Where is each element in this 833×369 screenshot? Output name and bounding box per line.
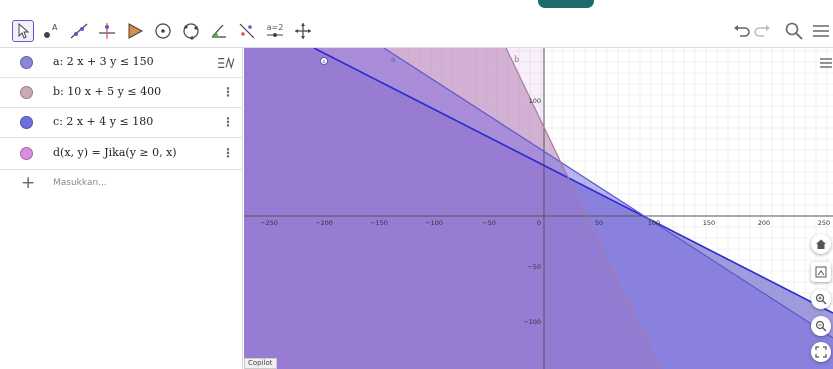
algebra-item-a[interactable]: a: 2 x + 3 y ≤ 150	[0, 48, 243, 78]
line-c	[383, 48, 833, 339]
visibility-toggle[interactable]	[20, 147, 33, 160]
home-button[interactable]	[811, 234, 831, 254]
x-tick-label: −150	[370, 219, 388, 227]
algebra-item-c[interactable]: c: 2 x + 4 y ≤ 180 ⋮	[0, 108, 243, 138]
y-tick-label: −50	[527, 263, 541, 271]
circle-center-tool[interactable]	[152, 20, 174, 42]
algebra-item-label: a: 2 x + 3 y ≤ 150	[53, 55, 154, 68]
move-graphics-icon	[295, 23, 311, 39]
label-c-marker	[320, 57, 328, 65]
more-options-icon[interactable]: ⋮	[222, 85, 234, 99]
x-tick-label: −50	[482, 219, 496, 227]
reflect-icon	[239, 23, 255, 39]
move-graphics-tool[interactable]	[292, 20, 314, 42]
zoom-out-button[interactable]	[811, 316, 831, 336]
y-tick-label: 100	[529, 97, 541, 105]
circle-three-points-icon	[183, 23, 199, 40]
x-tick-labels: −250 −200 −150 −100 −50 0 50 100 150 200 250	[260, 219, 830, 227]
hamburger-icon	[813, 25, 829, 37]
x-tick-label: −100	[425, 219, 443, 227]
algebra-view-icon	[218, 56, 235, 70]
visibility-toggle[interactable]	[20, 116, 33, 129]
circle-three-points-tool[interactable]	[180, 20, 202, 42]
add-icon: +	[21, 173, 36, 193]
object-label-b: b	[514, 55, 519, 64]
angle-tool[interactable]	[208, 20, 230, 42]
visibility-toggle[interactable]	[20, 86, 33, 99]
algebra-view: a: 2 x + 3 y ≤ 150 b: 10 x + 5 y ≤ 400 ⋮…	[0, 48, 243, 369]
search-icon	[785, 22, 803, 40]
visibility-toggle[interactable]	[20, 56, 33, 69]
home-icon	[816, 239, 826, 249]
graphics-view[interactable]: −250 −200 −150 −100 −50 0 50 100 150 200 250 100 −5…	[244, 48, 833, 369]
point-icon: A	[44, 23, 58, 38]
fullscreen-icon	[815, 346, 827, 358]
x-tick-label: 150	[703, 219, 715, 227]
circle-center-icon	[155, 23, 171, 39]
algebra-item-label: d(x, y) = Jika(y ≥ 0, x)	[53, 146, 177, 159]
more-options-icon[interactable]: ⋮	[222, 146, 234, 160]
x-tick-label: 0	[537, 219, 541, 227]
top-header-pill	[538, 0, 594, 8]
graphics-settings-button[interactable]	[811, 262, 831, 282]
x-tick-label: 100	[648, 219, 660, 227]
fullscreen-button[interactable]	[811, 342, 831, 362]
algebra-input-placeholder[interactable]: Masukkan...	[53, 178, 107, 188]
copilot-button[interactable]: Copilot	[244, 358, 277, 369]
arrow-pointer-icon	[18, 22, 30, 39]
point-tool[interactable]: A	[40, 20, 62, 42]
move-tool[interactable]	[12, 20, 34, 42]
undo-button[interactable]	[730, 20, 752, 42]
more-options-icon[interactable]: ⋮	[222, 115, 234, 129]
x-tick-label: 250	[818, 219, 830, 227]
slider-tool-label: a=2	[266, 23, 284, 32]
line-tool[interactable]	[68, 20, 90, 42]
x-tick-label: 200	[758, 219, 770, 227]
algebra-toggle-button[interactable]	[212, 50, 240, 76]
zoom-in-icon	[815, 293, 827, 305]
reflect-tool[interactable]	[236, 20, 258, 42]
x-tick-label: −250	[260, 219, 278, 227]
object-label-c: c	[323, 59, 326, 65]
toolbar: A a=2	[0, 14, 833, 48]
graphics-settings-icon	[815, 266, 827, 278]
line-a	[313, 48, 833, 314]
algebra-input-row[interactable]: + Masukkan...	[0, 170, 243, 200]
redo-icon	[754, 25, 770, 37]
y-tick-label: −100	[523, 318, 541, 326]
region-d	[244, 48, 544, 369]
redo-button[interactable]	[752, 20, 774, 42]
angle-icon	[211, 24, 226, 38]
x-tick-label: −200	[315, 219, 333, 227]
algebra-item-d[interactable]: d(x, y) = Jika(y ≥ 0, x) ⋮	[0, 138, 243, 170]
slider-icon	[267, 33, 283, 37]
graphics-style-icon[interactable]	[819, 56, 833, 70]
y-tick-labels: 100 −50 −100	[523, 97, 541, 326]
perpendicular-icon	[99, 23, 115, 39]
main-menu-button[interactable]	[810, 20, 832, 42]
algebra-item-label: b: 10 x + 5 y ≤ 400	[53, 85, 162, 98]
region-c	[244, 48, 833, 369]
zoom-out-icon	[815, 320, 827, 332]
x-tick-label: 50	[595, 219, 603, 227]
graphics-canvas[interactable]: −250 −200 −150 −100 −50 0 50 100 150 200 250 100 −5…	[244, 48, 833, 369]
search-button[interactable]	[783, 20, 805, 42]
point-tool-label: A	[52, 23, 58, 32]
object-label-a: a	[391, 55, 396, 64]
polygon-icon	[128, 23, 144, 39]
slider-tool[interactable]: a=2	[264, 20, 286, 42]
line-icon	[70, 23, 88, 39]
polygon-tool[interactable]	[124, 20, 146, 42]
undo-icon	[734, 25, 750, 37]
algebra-item-label: c: 2 x + 4 y ≤ 180	[53, 115, 154, 128]
algebra-item-b[interactable]: b: 10 x + 5 y ≤ 400 ⋮	[0, 78, 243, 108]
line-b	[505, 48, 661, 369]
zoom-in-button[interactable]	[811, 289, 831, 309]
perpendicular-line-tool[interactable]	[96, 20, 118, 42]
